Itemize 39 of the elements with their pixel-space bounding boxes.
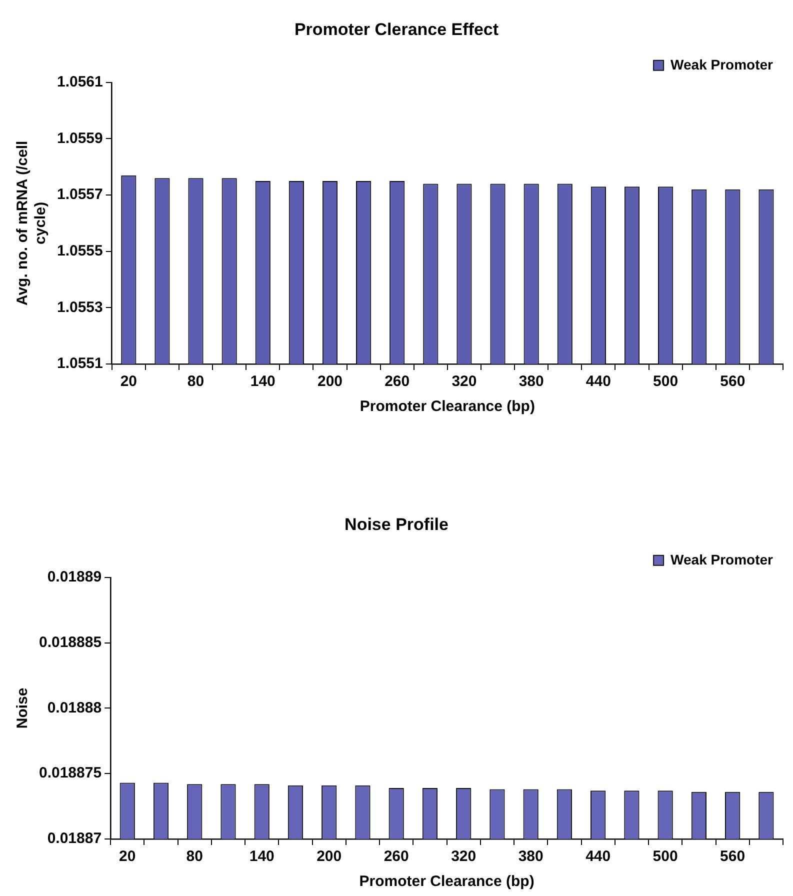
x-tick-label: 380 [518,373,544,390]
x-tick-label: 440 [586,373,611,390]
x-tick-label: 560 [720,373,746,390]
legend-label: Weak Promoter [670,551,774,568]
y-tick-label: 0.01887 [47,830,102,848]
x-tick-label: 200 [317,373,343,390]
y-tick-label: 1.0561 [56,74,103,91]
x-tick-label: 380 [518,848,544,866]
x-tick-label: 140 [249,848,274,866]
x-tick-label: 20 [120,373,137,390]
legend-label: Weak Promoter [670,56,774,72]
y-tick-label: 1.0555 [56,242,103,260]
y-tick-label: 0.01889 [47,568,102,586]
x-tick-label: 320 [452,373,477,390]
x-tick-label: 260 [384,848,409,866]
chart-title: Promoter Clerance Effect [294,20,499,39]
y-tick-label: 1.0559 [56,130,103,147]
y-tick-label: 0.018875 [38,764,102,782]
x-tick-label: 80 [187,373,204,390]
y-tick-label: 1.0551 [56,355,103,372]
y-axis-title: Avg. no. of mRNA (/cell cycle) [14,140,50,306]
y-tick-label: 0.01888 [47,699,102,716]
x-tick-label: 440 [586,848,611,866]
x-tick-label: 500 [653,373,678,390]
x-tick-label: 500 [652,848,678,866]
x-tick-label: 140 [250,373,276,390]
y-tick-label: 0.018885 [38,634,102,651]
x-tick-label: 200 [316,848,342,866]
x-tick-label: 320 [451,848,476,866]
x-tick-label: 260 [384,373,410,390]
x-tick-label: 20 [119,848,136,866]
y-axis-title: Noise [14,688,32,729]
y-tick-label: 1.0553 [56,298,103,316]
x-axis-title: Promoter Clearance (bp) [359,873,534,890]
x-tick-label: 80 [186,848,203,866]
y-tick-label: 1.0557 [56,186,103,204]
x-axis-title: Promoter Clearance (bp) [360,398,535,416]
x-tick-label: 560 [720,848,746,866]
chart-title: Noise Profile [344,514,448,534]
